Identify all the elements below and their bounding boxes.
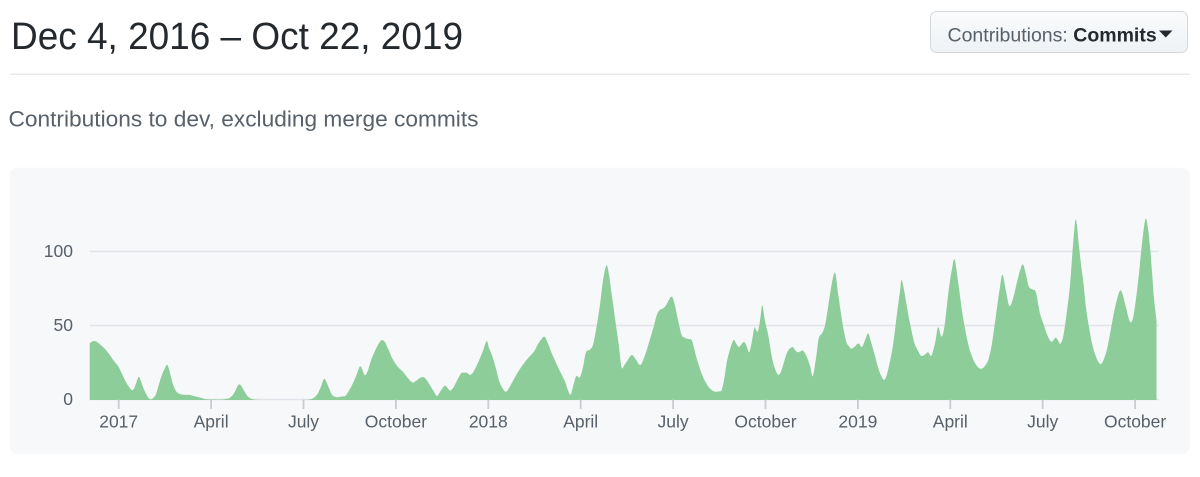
svg-text:Contributions to dev, excludin: Contributions to dev, excluding merge co… [9, 107, 479, 132]
svg-text:October: October [365, 411, 427, 431]
svg-text:July: July [658, 411, 689, 431]
svg-text:Dec 4, 2016 – Oct 22, 2019: Dec 4, 2016 – Oct 22, 2019 [11, 16, 463, 58]
svg-text:October: October [1104, 411, 1166, 431]
svg-text:July: July [288, 411, 319, 431]
svg-text:Contributions: Commits: Contributions: Commits [948, 25, 1157, 47]
svg-text:2018: 2018 [469, 411, 508, 431]
svg-text:50: 50 [54, 315, 74, 335]
svg-text:July: July [1027, 411, 1058, 431]
svg-text:October: October [734, 411, 796, 431]
svg-text:April: April [933, 411, 968, 431]
svg-text:2019: 2019 [838, 411, 877, 431]
svg-text:100: 100 [44, 241, 73, 261]
svg-text:April: April [194, 411, 229, 431]
svg-text:April: April [563, 411, 598, 431]
svg-text:0: 0 [63, 389, 73, 409]
svg-text:2017: 2017 [99, 411, 138, 431]
